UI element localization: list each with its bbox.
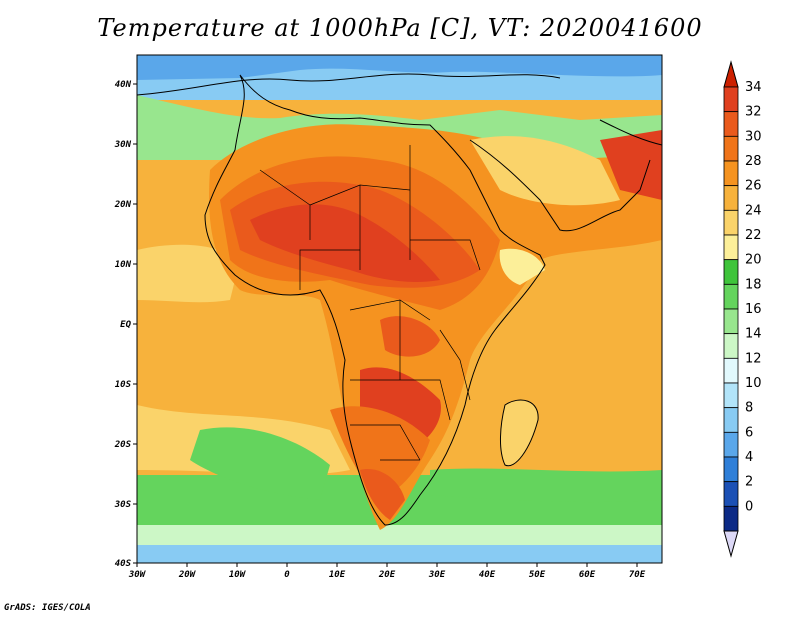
- colorbar-swatch: [723, 86, 739, 113]
- lon-label: 10W: [229, 570, 247, 580]
- colorbar-label: 28: [745, 154, 762, 169]
- colorbar-swatch: [723, 382, 739, 409]
- lon-label: 30W: [128, 570, 147, 580]
- lon-label: 60E: [579, 570, 596, 580]
- lon-label: 30E: [428, 570, 446, 580]
- lat-label: 30S: [114, 500, 132, 510]
- map-frame: [136, 54, 663, 564]
- colorbar-swatch: [723, 431, 739, 458]
- longitude-labels: 30W 20W 10W 0 10E 20E 30E 40E 50E 60E 70…: [128, 570, 646, 580]
- colorbar-label: 20: [745, 253, 762, 268]
- colorbar-label: 12: [745, 351, 762, 366]
- lon-label: 20E: [378, 570, 396, 580]
- colorbar-label: 16: [745, 302, 762, 317]
- axis-ticks: [133, 83, 638, 567]
- colorbar-label: 8: [745, 401, 753, 416]
- lon-label: 0: [284, 570, 290, 580]
- colorbar-label: 4: [745, 450, 753, 465]
- colorbar-swatch: [723, 234, 739, 261]
- colorbar-under-arrow: [723, 530, 739, 558]
- colorbar-over-arrow: [723, 60, 739, 88]
- colorbar-label: 10: [745, 376, 762, 391]
- latitude-labels: 40N 30N 20N 10N EQ 10S 20S 30S 40S: [114, 80, 132, 569]
- colorbar-swatch: [723, 333, 739, 359]
- colorbar-swatch: [723, 283, 739, 310]
- lat-label: 30N: [114, 140, 132, 150]
- lat-label: 20S: [114, 440, 132, 450]
- lat-label: 10S: [115, 380, 132, 390]
- colorbar-label: 14: [745, 327, 762, 342]
- colorbar-swatch: [723, 456, 739, 483]
- colorbar-swatch: [723, 259, 739, 285]
- colorbar-swatch: [723, 111, 739, 137]
- colorbar-label: 32: [745, 105, 762, 120]
- lat-label: 20N: [114, 200, 132, 210]
- colorbar-label: 34: [745, 80, 762, 95]
- colorbar-label: 26: [745, 179, 762, 194]
- colorbar-label: 24: [745, 203, 762, 218]
- lon-label: 70E: [629, 570, 646, 580]
- temperature-field: [137, 55, 662, 563]
- colorbar-label: 6: [745, 425, 753, 440]
- map-title: Temperature at 1000hPa [C], VT: 20200416…: [97, 14, 703, 42]
- colorbar-label: 22: [745, 228, 762, 243]
- lat-label: EQ: [120, 320, 131, 330]
- colorbar-swatch: [723, 308, 739, 335]
- colorbar-label: 30: [745, 129, 762, 144]
- colorbar-swatch: [723, 357, 739, 384]
- colorbar-swatch: [723, 209, 739, 236]
- lon-label: 10E: [329, 570, 346, 580]
- credit-label: GrADS: IGES/COLA: [4, 603, 91, 613]
- lat-label: 40S: [115, 559, 132, 569]
- coastlines: [137, 73, 662, 526]
- colorbar-swatch: [723, 185, 739, 211]
- colorbar-label: 18: [745, 277, 762, 292]
- colorbar-label: 0: [745, 499, 753, 514]
- colorbar-swatch: [723, 135, 739, 162]
- country-borders: [259, 145, 481, 461]
- lat-label: 40N: [115, 80, 132, 90]
- lon-label: 20W: [178, 570, 197, 580]
- colorbar-swatch: [723, 407, 739, 433]
- lon-label: 40E: [479, 570, 496, 580]
- colorbar-label: 2: [745, 475, 753, 490]
- lon-label: 50E: [529, 570, 546, 580]
- colorbar-swatch: [723, 481, 739, 507]
- colorbar-swatch: [723, 160, 739, 187]
- colorbar-swatch: [723, 505, 739, 532]
- lat-label: 10N: [115, 260, 132, 270]
